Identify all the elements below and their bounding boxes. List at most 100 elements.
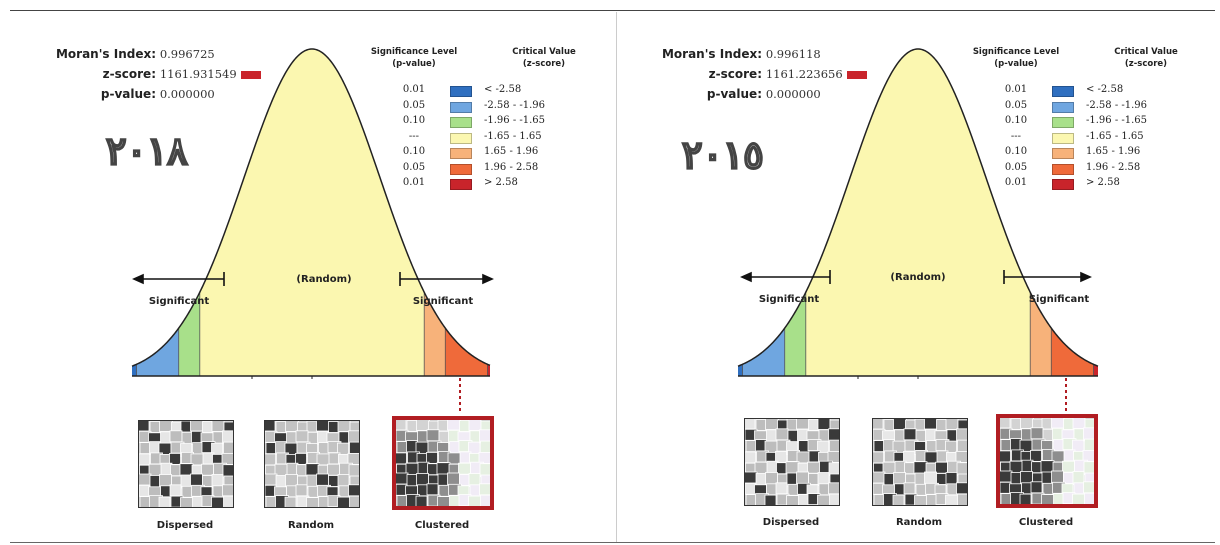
region-pos-258 [1093,364,1098,376]
random-region [199,49,425,376]
z-score-swatch [240,70,261,79]
map-cell [223,441,233,455]
map-cell [786,495,800,505]
map-cell [1051,470,1064,484]
z-score-label: z-score: [708,67,762,81]
legend-crit-header: Critical Value (z-score) [512,47,576,69]
map-cell [827,451,839,463]
map-cell [396,420,407,431]
legend-z-range: 1.65 - 1.96 [484,146,539,157]
map-cell [1084,438,1094,452]
legend-swatch [1052,86,1074,97]
map-cell [796,471,809,485]
map-cell [1019,493,1032,504]
map-cell [337,496,351,507]
map-cell [796,451,811,464]
map-cell [479,483,490,496]
map-cell [211,496,225,507]
map-cell [1083,481,1094,494]
map-cell [478,452,490,464]
map-cell [139,421,150,432]
map-cell [316,473,329,487]
dispersed-label: Dispersed [762,517,820,528]
region-neg-258 [738,364,743,376]
curve-outline [737,48,1099,367]
top-rule [10,10,1215,11]
map-cell [903,428,917,441]
map-cell [1030,481,1043,494]
legend-swatch [450,163,472,175]
moran-label: Moran's Index: [661,47,762,61]
legend-z-range: -1.96 - -1.65 [1086,115,1148,126]
map-cell [745,471,758,484]
clustered-label: Clustered [414,520,470,531]
map-cell [284,496,297,507]
map-cell [1082,450,1094,462]
random-thumbnail [872,418,968,506]
region-neg-165 [178,292,200,376]
legend-z-range: 1.65 - 1.96 [1086,146,1141,157]
map-cell [211,421,225,432]
map-cell [1030,427,1044,440]
map-cell [945,494,959,505]
map-cell [396,452,407,465]
map-cell [903,451,915,463]
map-cell [745,419,756,430]
map-cell [1051,418,1065,429]
map-cell [892,494,905,505]
map-cell [765,419,779,430]
map-cell [180,497,194,507]
legend-p-value: 0.01 [402,84,426,95]
map-cell [1000,418,1011,429]
map-cell [775,451,787,463]
map-cell [1020,418,1034,429]
legend-swatch [1052,163,1074,175]
map-cell [201,463,214,476]
legend-z-range: < -2.58 [484,84,522,95]
map-cell [468,495,482,506]
map-cell [817,419,831,430]
legend-z-range: > 2.58 [484,177,518,188]
significance-legend: Significance Level (p-value) Critical Va… [364,46,604,190]
legend-swatch [1052,117,1074,128]
map-cell [447,420,461,431]
map-cell [349,495,359,507]
map-cell [190,473,203,487]
legend-p-value: 0.01 [1004,177,1028,188]
dispersed-label: Dispersed [156,520,214,531]
p-value-value: 0.000000 [765,87,821,101]
map-cell [306,497,320,507]
right-significance-arrow [399,272,494,286]
map-cell [480,494,490,506]
year-label: ٢٠١٨ [105,127,188,174]
map-cell [295,453,307,465]
map-cell [1072,418,1086,429]
map-cell [935,461,948,474]
map-cell [159,421,173,432]
z-score-value: 1161.931549 [159,67,237,81]
map-cell [468,420,482,431]
significant-left-label: Significant [148,296,210,307]
random-label: (Random) [296,274,352,285]
map-cell [169,430,183,443]
curve-outline [131,48,491,367]
map-cell [337,421,351,432]
legend-swatch [1052,148,1074,159]
clustered-thumbnail [996,414,1098,508]
significant-right-label: Significant [412,296,474,307]
legend-p-value: 0.10 [402,115,426,126]
map-cell [396,472,409,485]
legend-swatch [1052,179,1074,190]
map-cell [955,451,967,463]
map-cell [190,421,204,432]
map-cell [873,471,886,484]
map-cell [807,461,820,474]
moran-panel-2015: Moran's Index: 0.996118 z-score: 1161.22… [620,14,1220,540]
legend-z-range: -2.58 - -1.96 [484,99,546,111]
significant-left-label: Significant [758,294,820,305]
region-neg-165 [784,292,806,376]
map-cell [957,439,967,453]
legend-sig-header: Significance Level (p-value) [370,47,458,69]
map-cell [327,463,340,476]
map-cell [945,419,959,430]
